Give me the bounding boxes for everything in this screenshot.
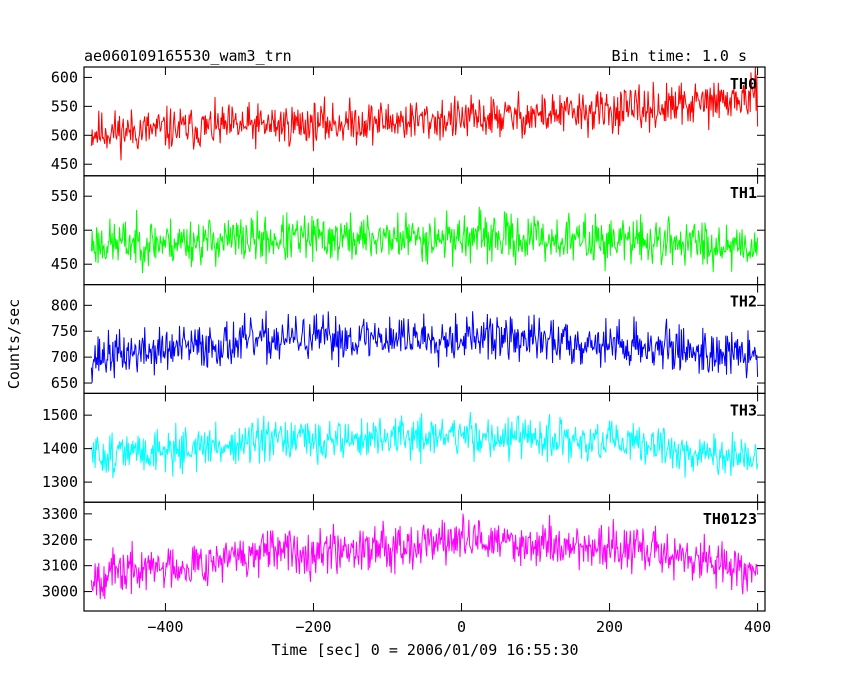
figure-title: ae060109165530_wam3_trn [84,47,292,65]
series-label-th0: TH0 [730,75,757,93]
series-line-th1 [90,206,759,274]
y-tick-label: 1300 [42,473,78,491]
y-tick-label: 3000 [42,583,78,601]
y-tick-label: 700 [51,348,78,366]
series-label-th1: TH1 [730,184,757,202]
panel-frame [83,175,766,286]
x-tick-label: −400 [147,618,183,636]
panel-th1: 450 500 550 TH1 [51,175,766,286]
x-tick-label: −200 [295,618,331,636]
y-tick-label: 450 [51,255,78,273]
y-tick-label: 650 [51,374,78,392]
series-label-th3: TH3 [730,401,757,419]
y-tick-label: 3200 [42,531,78,549]
series-line-th0123 [90,513,759,600]
panels-group: 450 500 550 600 TH0 450 500 550 TH1 650 700 750 800 T… [42,66,771,636]
y-tick-label: 1500 [42,406,78,424]
y-tick-label: 600 [51,68,78,86]
panel-frame [83,501,766,612]
series-line-th0 [90,67,759,161]
series-line-th3 [90,412,759,479]
y-axis-label: Counts/sec [5,299,23,389]
y-tick-label: 800 [51,296,78,314]
y-tick-label: 550 [51,187,78,205]
series-label-th0123: TH0123 [703,510,757,528]
x-axis-label: Time [sec] 0 = 2006/01/09 16:55:30 [271,641,578,659]
panel-th0: 450 500 550 600 TH0 [51,66,766,177]
y-tick-label: 750 [51,322,78,340]
x-tick-label: 200 [596,618,623,636]
panel-th3: 1300 1400 1500 TH3 [42,392,766,503]
series-label-th2: TH2 [730,293,757,311]
x-tick-label: 400 [744,618,771,636]
y-tick-label: 500 [51,221,78,239]
y-tick-label: 550 [51,97,78,115]
y-tick-label: 1400 [42,440,78,458]
panel-th2: 650 700 750 800 TH2 [51,284,766,395]
y-tick-label: 500 [51,126,78,144]
y-tick-label: 3300 [42,505,78,523]
series-line-th2 [90,310,759,383]
panel-th0123: 3000 3100 3200 3300 TH0123 −400 −200 0 200 400 [42,501,771,636]
x-tick-label: 0 [457,618,466,636]
bin-time-label: Bin time: 1.0 s [612,47,747,65]
y-tick-label: 450 [51,155,78,173]
y-tick-label: 3100 [42,557,78,575]
